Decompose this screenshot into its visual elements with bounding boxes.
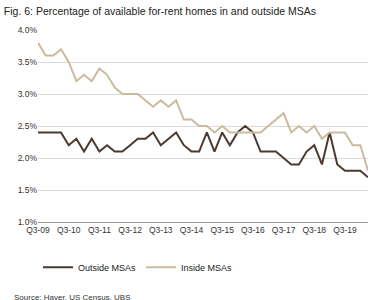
svg-text:Q3-18: Q3-18 — [302, 225, 326, 235]
svg-text:3.5%: 3.5% — [18, 57, 38, 67]
svg-text:Q3-12: Q3-12 — [118, 225, 142, 235]
svg-text:2.0%: 2.0% — [18, 153, 38, 163]
svg-text:Q3-19: Q3-19 — [333, 225, 357, 235]
svg-text:Q3-13: Q3-13 — [149, 225, 173, 235]
svg-text:1.5%: 1.5% — [18, 185, 38, 195]
svg-text:Q3-15: Q3-15 — [210, 225, 234, 235]
svg-text:Q3-16: Q3-16 — [241, 225, 265, 235]
svg-text:1.0%: 1.0% — [18, 217, 38, 227]
svg-text:4.0%: 4.0% — [18, 25, 38, 35]
svg-text:Q3-14: Q3-14 — [180, 225, 204, 235]
svg-text:Q3-09: Q3-09 — [26, 225, 50, 235]
svg-text:3.0%: 3.0% — [18, 89, 38, 99]
svg-text:Q3-11: Q3-11 — [88, 225, 111, 235]
svg-text:Outside MSAs: Outside MSAs — [78, 263, 136, 273]
svg-text:Inside MSAs: Inside MSAs — [181, 263, 232, 273]
svg-text:Q3-10: Q3-10 — [57, 225, 81, 235]
svg-text:Source: Haver, US Census, UBS: Source: Haver, US Census, UBS — [14, 293, 131, 300]
svg-text:Q3-17: Q3-17 — [272, 225, 296, 235]
svg-text:2.5%: 2.5% — [18, 121, 38, 131]
svg-text:Fig. 6: Percentage of availabl: Fig. 6: Percentage of available for-rent… — [4, 5, 316, 17]
